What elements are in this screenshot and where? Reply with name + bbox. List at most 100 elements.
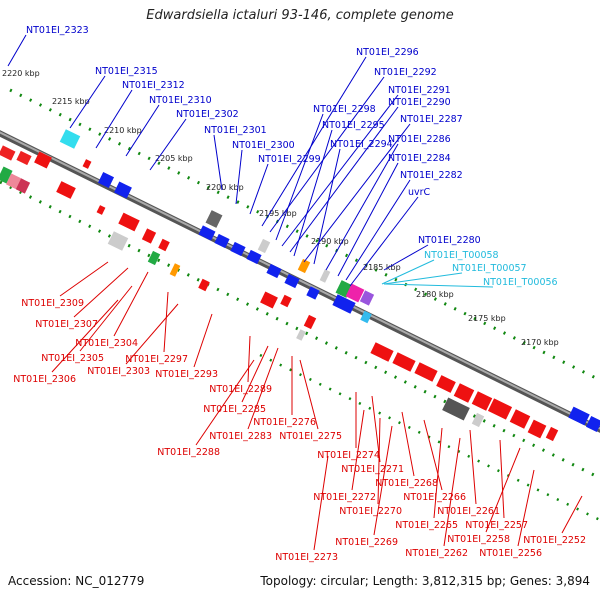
gene-box: [568, 406, 590, 426]
tick-row-outer: [259, 353, 600, 522]
kbp-label: 2195 kbp: [259, 209, 297, 218]
callout-line-bottom: [163, 291, 169, 353]
callout-line-bottom: [499, 439, 505, 519]
gene-box: [266, 263, 282, 279]
gene-label-bottom: NT01EI_2293: [155, 369, 218, 380]
callout-line-top: [293, 129, 333, 257]
kbp-scale-labels: 2220 kbp 2215 kbp 2210 kbp 2205 kbp 2200 kbp…: [2, 69, 559, 347]
gene-box: [297, 258, 311, 274]
gene-label-top: NT01EI_2301: [204, 125, 267, 136]
gene-box: [147, 250, 161, 266]
gene-label-top: NT01EI_2286: [388, 134, 451, 145]
callout-line-bottom: [423, 419, 443, 491]
gene-box: [414, 362, 438, 382]
gene-label-top: NT01EI_2296: [356, 47, 419, 58]
kbp-label: 2170 kbp: [521, 338, 559, 347]
gene-features: [0, 129, 600, 442]
callout-line-top: [149, 118, 187, 171]
gene-box: [214, 233, 230, 249]
gene-box: [319, 269, 331, 283]
gene-label-top: NT01EI_2294: [330, 139, 393, 150]
gene-box: [436, 375, 456, 393]
callout-line-bottom: [241, 345, 269, 403]
gene-label-bottom: NT01EI_2273: [275, 552, 338, 563]
gene-box: [284, 273, 300, 289]
gene-box: [303, 314, 317, 330]
gene-label-bottom: NT01EI_2309: [21, 298, 84, 309]
kbp-label: 2190 kbp: [311, 237, 349, 246]
gene-box: [280, 294, 292, 308]
gene-label-bottom: NT01EI_2304: [75, 338, 138, 349]
kbp-label: 2220 kbp: [2, 69, 40, 78]
gene-box: [257, 238, 271, 254]
callout-line-bottom: [113, 271, 149, 337]
gene-box: [359, 290, 375, 306]
kbp-label: 2175 kbp: [468, 314, 506, 323]
gene-box: [370, 342, 394, 362]
gene-label-top: NT01EI_2312: [122, 80, 185, 91]
gene-label-top: NT01EI_2299: [258, 154, 321, 165]
callout-line-bottom: [195, 359, 255, 446]
callout-line-top: [381, 259, 435, 285]
gene-label-bottom: NT01EI_2283: [209, 431, 272, 442]
gene-label-bottom: NT01EI_2289: [209, 384, 272, 395]
kbp-label: 2180 kbp: [416, 290, 454, 299]
kbp-label: 2200 kbp: [206, 183, 244, 192]
kbp-label: 2215 kbp: [52, 97, 90, 106]
gene-box: [15, 178, 31, 194]
callout-line-top: [261, 56, 367, 227]
callout-line-bottom: [561, 495, 583, 534]
callout-line-bottom: [313, 455, 329, 551]
gene-label-bottom: NT01EI_2257: [465, 520, 528, 531]
callout-line-top: [313, 148, 341, 265]
callout-line-bottom: [433, 427, 443, 519]
gene-label-top: NT01EI_2302: [176, 109, 239, 120]
gene-box: [487, 398, 513, 420]
gene-box: [471, 412, 485, 428]
gene-box: [56, 181, 76, 199]
gene-box: [306, 286, 320, 300]
gene-box: [198, 278, 210, 292]
gene-box: [205, 210, 223, 228]
callout-line-bottom: [485, 447, 521, 533]
callout-line-top: [213, 134, 223, 191]
tick-row-top: [9, 88, 600, 382]
gene-box: [345, 283, 365, 303]
gene-box: [198, 225, 216, 241]
gene-label-top: NT01EI_2280: [418, 235, 481, 246]
gene-label-top: NT01EI_2323: [26, 25, 89, 36]
gene-label-bottom: NT01EI_2256: [479, 548, 542, 559]
gene-label-top: NT01EI_2315: [95, 66, 158, 77]
callout-line-bottom: [299, 359, 319, 430]
callout-line-bottom: [517, 469, 535, 547]
gene-label-bottom: NT01EI_2303: [87, 366, 150, 377]
callout-line-bottom: [443, 437, 461, 547]
callout-line-bottom: [59, 261, 109, 297]
gene-label-top: NT01EI_2282: [400, 170, 463, 181]
gene-box: [442, 397, 470, 421]
gene-box: [82, 159, 92, 169]
gene-box: [509, 409, 531, 429]
kbp-label: 2185 kbp: [363, 263, 401, 272]
gene-label-top: NT01EI_2310: [149, 95, 212, 106]
gene-box: [585, 415, 600, 433]
gene-box: [158, 238, 170, 252]
callout-line-top: [7, 34, 27, 67]
gene-box: [59, 129, 81, 149]
gene-box: [114, 181, 132, 199]
callout-line-top: [349, 196, 419, 287]
kbp-label: 2205 kbp: [155, 154, 193, 163]
callout-line-top: [383, 272, 463, 285]
gene-label-top: uvrC: [408, 187, 431, 198]
gene-box: [118, 212, 140, 232]
callout-line-bottom: [469, 429, 477, 505]
callout-line-bottom: [247, 335, 251, 383]
gene-box: [34, 151, 52, 169]
gene-label-top: NT01EI_T00056: [483, 277, 558, 288]
gene-label-top: NT01EI_2298: [313, 104, 376, 115]
callout-line-top: [275, 113, 324, 241]
callout-line-bottom: [193, 313, 213, 368]
gene-box: [332, 294, 356, 314]
gene-box: [0, 166, 13, 184]
